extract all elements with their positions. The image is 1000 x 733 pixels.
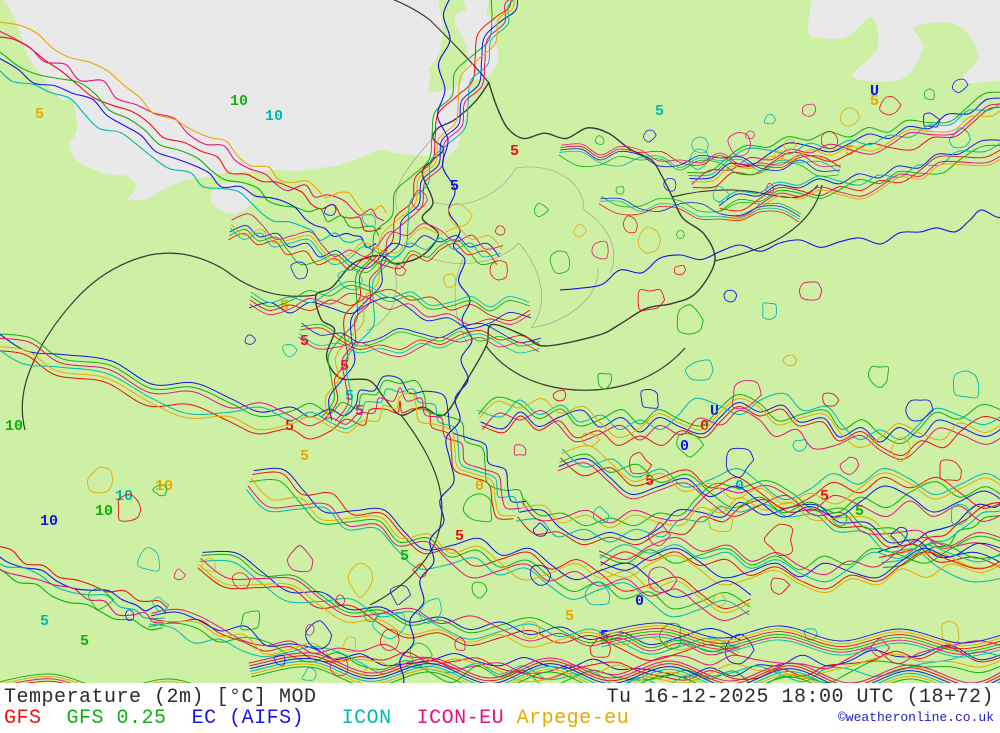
svg-text:10: 10 <box>115 488 133 505</box>
svg-text:5: 5 <box>400 548 409 565</box>
svg-text:10: 10 <box>230 93 248 110</box>
svg-text:5: 5 <box>35 106 44 123</box>
svg-text:0: 0 <box>680 438 689 455</box>
svg-text:5: 5 <box>655 103 664 120</box>
svg-text:10: 10 <box>95 503 113 520</box>
svg-text:10: 10 <box>155 478 173 495</box>
svg-text:5: 5 <box>820 488 829 505</box>
svg-text:5: 5 <box>565 608 574 625</box>
svg-text:10: 10 <box>265 108 283 125</box>
svg-text:U: U <box>870 83 879 100</box>
svg-text:5: 5 <box>510 143 519 160</box>
svg-text:10: 10 <box>5 418 23 435</box>
svg-text:5: 5 <box>80 633 89 650</box>
svg-text:5: 5 <box>345 388 354 405</box>
svg-text:10: 10 <box>40 513 58 530</box>
svg-text:5: 5 <box>40 613 49 630</box>
svg-text:5: 5 <box>300 448 309 465</box>
